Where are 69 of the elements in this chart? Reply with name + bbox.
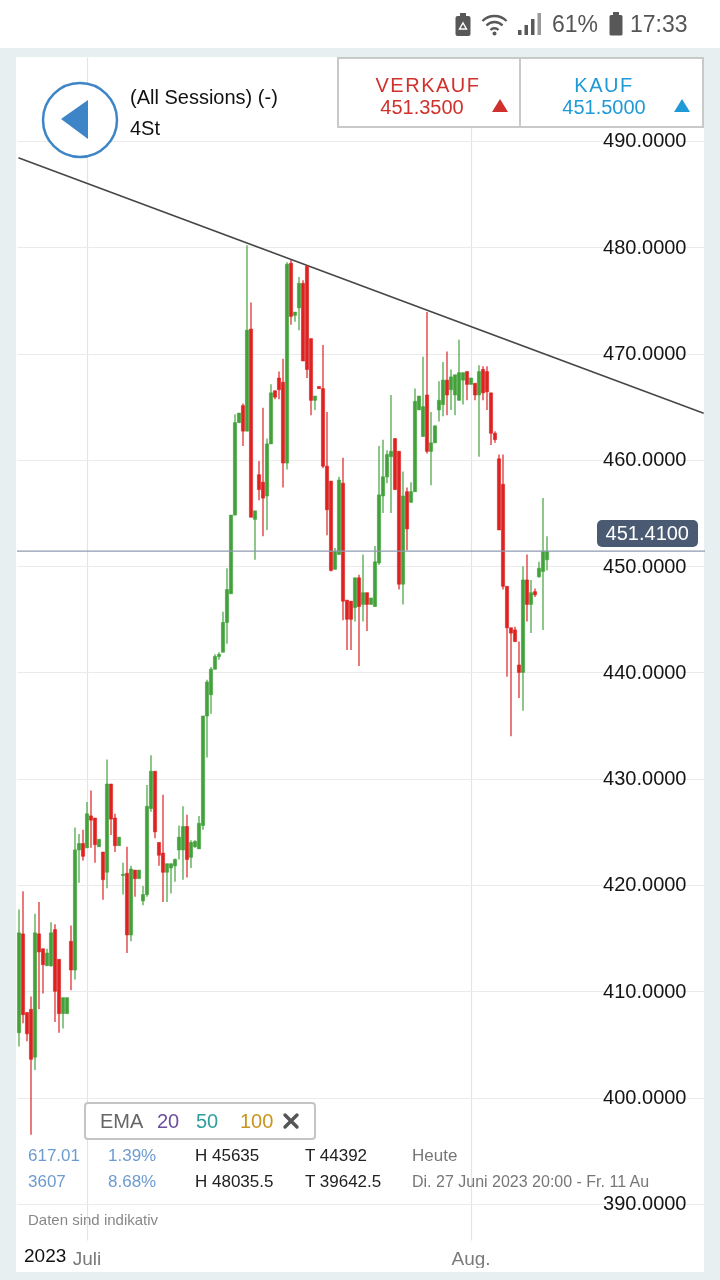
annotation: 1.39% [108,1146,157,1166]
candlestick [477,364,481,458]
annotation: 617.01 [28,1146,80,1166]
y-tick-label: 440.0000 [603,660,687,683]
text: 2023 [24,1245,67,1267]
candlestick [349,600,353,651]
candlestick [253,510,257,561]
annotation: 451.3500 [380,95,464,119]
text: 17:33 [630,10,688,38]
candlestick [181,805,185,881]
candlestick [517,640,521,699]
candlestick [541,497,545,631]
annotation: 100 [240,1109,274,1133]
candlestick [465,371,469,401]
y-tick-label: 400.0000 [603,1086,687,1109]
annotation: EMA [100,1109,144,1133]
annotation: 8.68% [108,1172,157,1192]
x-tick-label: Aug. [451,1247,491,1269]
annotation: Heute [412,1146,458,1166]
y-tick-label: 460.0000 [603,448,687,471]
annotation: Daten sind indikativ [28,1211,159,1229]
candlestick [37,901,41,1010]
annotation: T 39642.5 [305,1172,382,1192]
candlestick [161,794,165,903]
annotation: 20 [157,1109,180,1133]
x-tick-label: Juli [72,1247,102,1269]
text: 61% [552,10,599,38]
annotation: 3607 [28,1172,66,1192]
candlestick [365,592,369,632]
candlestick [121,862,125,896]
ref-line-label: 451.4100 [605,522,689,545]
candlestick [173,857,177,883]
candlestick [165,863,169,903]
candlestick [545,535,549,571]
annotation: T 44392 [305,1146,368,1166]
annotation: VERKAUF [375,73,481,97]
candlestick [189,839,193,869]
candlestick [529,579,533,634]
annotation: H 48035.5 [195,1172,274,1192]
candlestick [261,407,265,537]
text: 4St [130,116,161,140]
annotation: Di. 27 Juni 2023 20:00 - Fr. 11 Au [412,1172,650,1192]
candlestick [449,368,453,411]
y-tick-label: 490.0000 [603,129,687,152]
candlestick [461,372,465,406]
annotation: KAUF [574,73,634,97]
y-tick-label: 470.0000 [603,342,687,365]
y-tick-label: 420.0000 [603,873,687,896]
candlestick [61,997,65,1030]
annotation: 451.5000 [562,95,646,119]
candlestick [89,789,93,849]
price-tag: 451.4100 [596,520,698,548]
y-tick-label: 450.0000 [603,554,687,577]
candlestick [533,587,537,598]
text: (All Sessions) (-) [130,85,278,109]
annotation: H 45635 [195,1146,260,1166]
candlestick [429,411,433,486]
y-tick-label: 410.0000 [603,979,687,1002]
candlestick [361,553,365,622]
candlestick [177,824,181,861]
candlestick [389,394,393,514]
candlestick [133,869,137,898]
candlestick [313,395,317,411]
y-tick-label: 480.0000 [603,235,687,258]
annotation: 50 [196,1109,219,1133]
y-tick-label: 430.0000 [603,767,687,790]
candlestick [445,350,449,416]
candlestick [81,829,85,862]
y-tick-label: 390.0000 [603,1192,687,1215]
